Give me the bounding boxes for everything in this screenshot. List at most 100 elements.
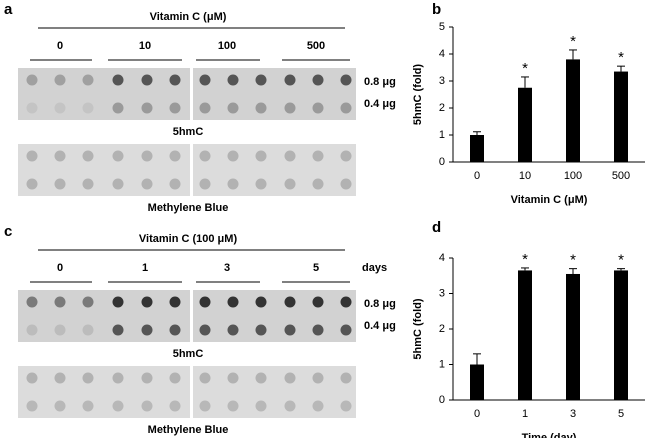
dot [255,150,267,162]
group-label: 500 [307,40,325,52]
blot-strip [193,68,356,120]
dot [199,74,211,86]
y-tick-label: 3 [439,75,445,87]
dot [112,400,124,412]
dot [227,372,239,384]
y-tick-label: 0 [439,394,445,406]
dot [199,296,211,308]
dot [112,74,124,86]
dot [199,178,211,190]
dot [26,372,38,384]
dot [169,324,181,336]
dot [82,74,94,86]
dot [26,102,38,114]
group-label: 3 [224,262,230,274]
dot [340,102,352,114]
dot [340,150,352,162]
y-tick-label: 5 [439,21,445,33]
dot [112,324,124,336]
panel-label: d [432,219,441,236]
blot-caption: 5hmC [173,348,204,360]
y-tick-label: 2 [439,323,445,335]
blot-strip [193,144,356,196]
dot [54,296,66,308]
dot [199,372,211,384]
dot [312,178,324,190]
dot [255,102,267,114]
dot [82,178,94,190]
bar [566,273,580,400]
dot [312,102,324,114]
row-label: 0.4 μg [364,98,396,110]
dot [199,150,211,162]
y-tick-label: 4 [439,252,445,264]
dot [54,150,66,162]
blot-caption: Methylene Blue [148,424,229,436]
dot [82,400,94,412]
group-label: 1 [142,262,148,274]
dot [112,372,124,384]
dot [169,74,181,86]
dot [141,372,153,384]
dot [54,178,66,190]
dot [26,400,38,412]
x-axis-label: Vitamin C (μM) [511,194,588,206]
dot [169,150,181,162]
bar [470,135,484,162]
dot [227,178,239,190]
dot [312,400,324,412]
blot-strip [193,290,356,342]
bar [470,364,484,400]
dot [284,74,296,86]
panel-label: a [4,1,13,18]
dot [82,150,94,162]
dot [82,372,94,384]
blot-strip [18,366,190,418]
dot [26,324,38,336]
dot [227,102,239,114]
dot [312,372,324,384]
y-tick-label: 2 [439,102,445,114]
row-label: 0.4 μg [364,320,396,332]
row-label: 0.8 μg [364,298,396,310]
dot [141,296,153,308]
x-tick-label: 100 [564,170,582,182]
dot [169,178,181,190]
dot [26,296,38,308]
y-tick-label: 1 [439,129,445,141]
blot-strip [193,366,356,418]
dot [82,296,94,308]
blot-caption: Methylene Blue [148,202,229,214]
blot-strip [18,68,190,120]
dot [255,74,267,86]
group-label: 0 [57,262,63,274]
dot [112,150,124,162]
dot [141,400,153,412]
dot [26,74,38,86]
group-label: 10 [139,40,151,52]
dot [284,296,296,308]
dot [169,102,181,114]
dot [169,296,181,308]
significance: * [522,60,528,77]
dot [284,102,296,114]
dot [227,296,239,308]
dot [112,102,124,114]
dot [199,102,211,114]
x-tick-label: 10 [519,170,531,182]
significance: * [618,252,624,269]
dot [141,102,153,114]
dot [255,296,267,308]
dot [227,400,239,412]
dot [141,324,153,336]
dot [255,400,267,412]
x-tick-label: 5 [618,408,624,420]
dot [227,150,239,162]
significance: * [618,49,624,66]
dot [199,324,211,336]
dot [141,74,153,86]
dot [284,178,296,190]
dot [169,400,181,412]
dot [340,400,352,412]
